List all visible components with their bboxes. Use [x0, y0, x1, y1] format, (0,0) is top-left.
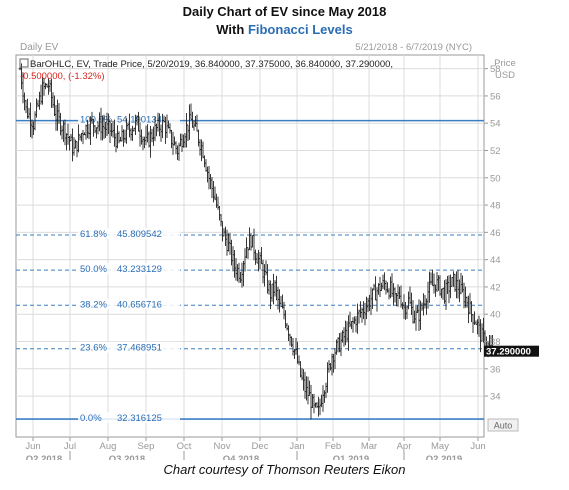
y-tick-label: 54 — [490, 119, 501, 130]
last-price-badge: 37.290000 — [484, 345, 539, 358]
x-month-label: Jun — [25, 441, 40, 452]
auto-scale-label[interactable]: Auto — [494, 421, 513, 431]
x-month-label: Apr — [397, 441, 412, 452]
fib-label-bg — [78, 298, 180, 310]
fib-level-percent: 23.6% — [80, 343, 107, 354]
fib-level-percent: 38.2% — [80, 299, 107, 310]
x-month-label: Oct — [177, 441, 192, 452]
fib-level-percent: 0.0% — [80, 413, 102, 424]
fib-label-bg — [78, 113, 180, 125]
y-tick-label: 40 — [490, 310, 501, 321]
y-tick-label: 38 — [490, 337, 501, 348]
y-tick-label: 52 — [490, 146, 501, 157]
chart-title: Daily Chart of EV since May 2018 — [182, 4, 387, 19]
chart-caption: Chart courtesy of Thomson Reuters Eikon — [163, 462, 406, 477]
chart-subtitle-accent: Fibonacci Levels — [247, 22, 353, 37]
fib-level-percent: 50.0% — [80, 264, 107, 275]
fib-level-value: 32.316125 — [117, 413, 162, 424]
y-tick-label: 48 — [490, 201, 501, 212]
fibonacci-levels: 100.0% 54.190134 61.8% 45.809542 50.0% 43.233… — [16, 113, 484, 424]
y-tick-label: 36 — [490, 364, 501, 375]
x-month-label: Jun — [470, 441, 485, 452]
fib-level-value: 45.809542 — [117, 229, 162, 240]
y-tick-label: 58 — [490, 64, 501, 75]
x-quarter-label: Q4 2018 — [223, 454, 259, 460]
y-tick-label: 46 — [490, 228, 501, 239]
fib-label-bg — [78, 412, 180, 424]
x-quarter-label: Q2 2019 — [426, 454, 462, 460]
x-month-label: Aug — [100, 441, 117, 452]
x-month-label: Mar — [361, 441, 377, 452]
last-price-value: 37.290000 — [486, 347, 531, 358]
fib-level-percent: 100.0% — [80, 115, 113, 126]
panel-name: Daily EV — [20, 42, 59, 53]
price-axis: 34 36 38 40 42 44 46 48 50 52 54 56 58 — [484, 64, 501, 403]
horizontal-gridlines — [16, 68, 484, 397]
y-tick-label: 56 — [490, 91, 501, 102]
fib-level-percent: 61.8% — [80, 229, 107, 240]
price-axis-label-price: Price — [494, 58, 516, 69]
y-tick-label: 34 — [490, 392, 501, 403]
panel-date-range: 5/21/2018 - 6/7/2019 (NYC) — [355, 42, 472, 53]
fib-level-value: 54.190134 — [117, 115, 162, 126]
x-month-label: Feb — [325, 441, 341, 452]
x-month-label: Jan — [289, 441, 304, 452]
last-price-badge-bg — [484, 345, 539, 357]
x-quarter-label: Q1 2019 — [333, 454, 369, 460]
fib-label-bg — [78, 341, 180, 353]
price-axis-label-currency: USD — [495, 70, 515, 81]
x-month-label: Sep — [138, 441, 155, 452]
series-swatch-icon — [19, 58, 29, 68]
x-month-label: Nov — [214, 441, 231, 452]
x-quarter-label: Q2 2018 — [26, 454, 62, 460]
fib-label-bg — [78, 263, 180, 275]
time-axis: Jun Jul Aug Sep Oct Nov Dec Jan Feb Mar Apr May Jun Q… — [25, 437, 486, 460]
x-month-label: Jul — [64, 441, 76, 452]
chart-subtitle-prefix: With — [216, 22, 248, 37]
fib-label-bg — [78, 227, 180, 239]
x-month-label: Dec — [252, 441, 269, 452]
x-quarter-label: Q3 2018 — [109, 454, 145, 460]
ohlc-bars — [18, 61, 494, 420]
y-tick-label: 50 — [490, 173, 501, 184]
fib-level-value: 37.468951 — [117, 343, 162, 354]
chart-subtitle: With Fibonacci Levels — [0, 22, 569, 37]
ohlc-info-line: BarOHLC, EV, Trade Price, 5/20/2019, 36.… — [30, 59, 393, 70]
x-month-label: May — [431, 441, 449, 452]
auto-scale-button-frame[interactable] — [487, 418, 519, 432]
y-tick-label: 42 — [490, 282, 501, 293]
y-tick-label: 44 — [490, 255, 501, 266]
fib-level-value: 40.656716 — [117, 299, 162, 310]
change-line: -0.500000, (-1.32%) — [20, 71, 105, 82]
auto-scale-button[interactable]: Auto — [487, 418, 519, 432]
price-chart: 100.0% 54.190134 61.8% 45.809542 50.0% 43.233… — [15, 42, 539, 460]
fib-level-value: 43.233129 — [117, 264, 162, 275]
plot-frame — [15, 54, 485, 438]
